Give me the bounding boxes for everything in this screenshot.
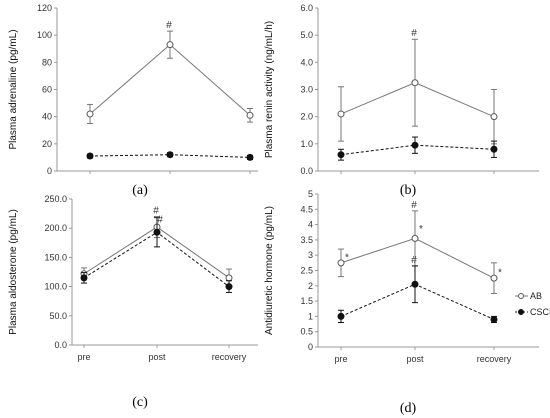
data-point-AB: [246, 111, 254, 119]
significance-hash: #: [411, 200, 417, 211]
data-point-AB: [490, 113, 498, 121]
y-tick-label: 4.5: [300, 204, 313, 214]
y-tick-label: 2: [308, 281, 313, 291]
data-point-CSCI: [411, 141, 419, 149]
legend-marker-CSCI: [518, 309, 524, 315]
y-tick-label: 40: [42, 112, 52, 122]
x-tick-label: pre: [77, 352, 90, 362]
y-tick-label: 250.0: [44, 194, 67, 204]
series-line-AB: [340, 82, 495, 118]
y-axis-label: Plasma aldosterone (pg/mL): [8, 209, 19, 335]
y-tick-label: 60: [42, 85, 52, 95]
y-tick-label: 4: [308, 220, 313, 230]
y-tick-label: 20: [42, 139, 52, 149]
y-tick-label: 5: [308, 189, 313, 199]
x-tick-label: post: [406, 354, 424, 364]
panel-label: (a): [132, 183, 148, 198]
data-point-CSCI: [86, 152, 94, 160]
y-tick-label: 0: [308, 342, 313, 352]
significance-star: *: [419, 224, 423, 235]
y-tick-label: 3: [308, 250, 313, 260]
y-tick-label: 0: [47, 166, 52, 176]
data-point-CSCI: [246, 153, 254, 161]
y-axis-label: Antidiuretic hormone (pg/mL): [264, 206, 275, 335]
data-point-AB: [490, 274, 498, 282]
panel-label: (c): [132, 395, 148, 410]
significance-hash: #: [411, 255, 417, 266]
y-axis-label: Plasma adrenaline (pg/mL): [8, 29, 19, 149]
data-point-AB: [225, 274, 233, 282]
y-tick-label: 1: [308, 311, 313, 321]
y-tick-label: 6.0: [300, 3, 313, 13]
significance-star: *: [498, 268, 502, 279]
data-point-CSCI: [337, 151, 345, 159]
data-point-CSCI: [490, 145, 498, 153]
y-tick-label: 150.0: [44, 252, 67, 262]
y-tick-label: 1.5: [300, 296, 313, 306]
data-point-CSCI: [166, 151, 174, 159]
y-tick-label: 100: [37, 30, 52, 40]
data-point-CSCI: [153, 228, 161, 236]
data-point-CSCI: [337, 312, 345, 320]
y-tick-label: 200.0: [44, 223, 67, 233]
x-tick-label: recovery: [212, 352, 247, 362]
data-point-AB: [411, 79, 419, 87]
y-tick-label: 2.0: [300, 112, 313, 122]
data-point-AB: [166, 41, 174, 49]
chart-panel-4: 0 0.5 1 1.5 2 2.5 3 3.5 4 4.5 5 pre post recovery Anti…: [264, 189, 550, 416]
data-point-CSCI: [80, 274, 88, 282]
y-tick-label: 4.0: [300, 57, 313, 67]
data-point-AB: [86, 110, 94, 118]
y-tick-label: 80: [42, 57, 52, 67]
series-line-CSCI: [340, 144, 495, 156]
y-tick-label: 3.5: [300, 235, 313, 245]
y-tick-label: 5.0: [300, 30, 313, 40]
significance-hash: #: [153, 206, 159, 217]
chart-panel-3: 0.0 50.0 100.0 150.0 200.0 250.0 pre post recove…: [8, 194, 258, 410]
data-point-AB: [337, 110, 345, 118]
significance-hash: #: [411, 28, 417, 39]
y-tick-label: 100.0: [44, 282, 67, 292]
y-tick-label: 0.5: [300, 327, 313, 337]
y-tick-label: 0.0: [54, 340, 67, 350]
data-point-AB: [411, 234, 419, 242]
x-tick-label: pre: [334, 354, 347, 364]
series-line-AB: [340, 237, 495, 279]
chart-panel-2: 0.0 1.0 2.0 3.0 4.0 5.0 6.0 Plasma renin activi…: [264, 3, 539, 198]
significance-hash: #: [166, 20, 172, 31]
x-tick-label: post: [148, 352, 166, 362]
x-tick-label: recovery: [477, 354, 512, 364]
data-point-CSCI: [225, 283, 233, 291]
significance-star: *: [345, 253, 349, 264]
data-point-CSCI: [411, 280, 419, 288]
y-tick-label: 1.0: [300, 139, 313, 149]
data-point-AB: [337, 259, 345, 267]
chart-panel-1: 0 20 40 60 80 100 120 Plasma adrenaline (pg/mL)…: [8, 3, 258, 198]
series-line-CSCI: [340, 283, 495, 320]
legend-label-AB: AB: [530, 291, 542, 301]
panel-label: (b): [400, 183, 417, 198]
panel-label: (d): [400, 401, 417, 416]
legend-label-CSCI: CSCI: [530, 307, 550, 317]
y-tick-label: 50.0: [49, 311, 67, 321]
y-tick-label: 3.0: [300, 85, 313, 95]
y-tick-label: 2.5: [300, 266, 313, 276]
y-axis-label: Plasma renin activity (ng/mL/h): [264, 21, 275, 158]
legend-marker-AB: [518, 293, 524, 299]
data-point-CSCI: [490, 315, 498, 323]
y-tick-label: 0.0: [300, 166, 313, 176]
y-tick-label: 120: [37, 3, 52, 13]
significance-hash: #: [157, 215, 163, 226]
legend: AB CSCI: [515, 291, 550, 317]
